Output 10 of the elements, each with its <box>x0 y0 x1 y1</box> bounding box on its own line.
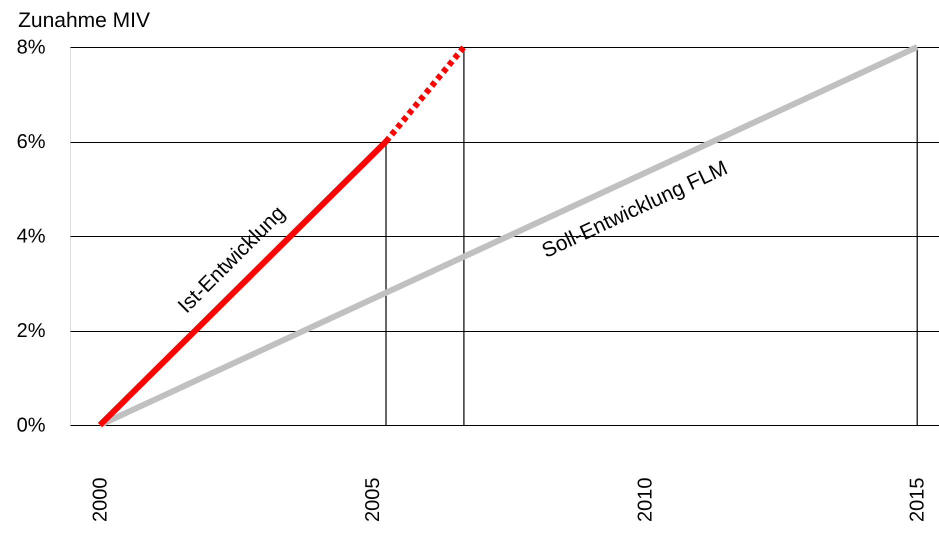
x-tick-label: 2005 <box>362 478 384 522</box>
chart-title: Zunahme MIV <box>18 9 150 32</box>
y-tick-label: 2% <box>16 320 46 342</box>
y-tick-label: 0% <box>16 414 46 436</box>
y-tick-label: 4% <box>16 226 46 248</box>
y-tick-label: 6% <box>16 131 46 153</box>
x-tick-label: 2010 <box>634 478 656 522</box>
x-tick-label: 2015 <box>906 478 929 522</box>
y-tick-label: 8% <box>16 36 46 58</box>
x-tick-label: 2000 <box>89 478 112 522</box>
